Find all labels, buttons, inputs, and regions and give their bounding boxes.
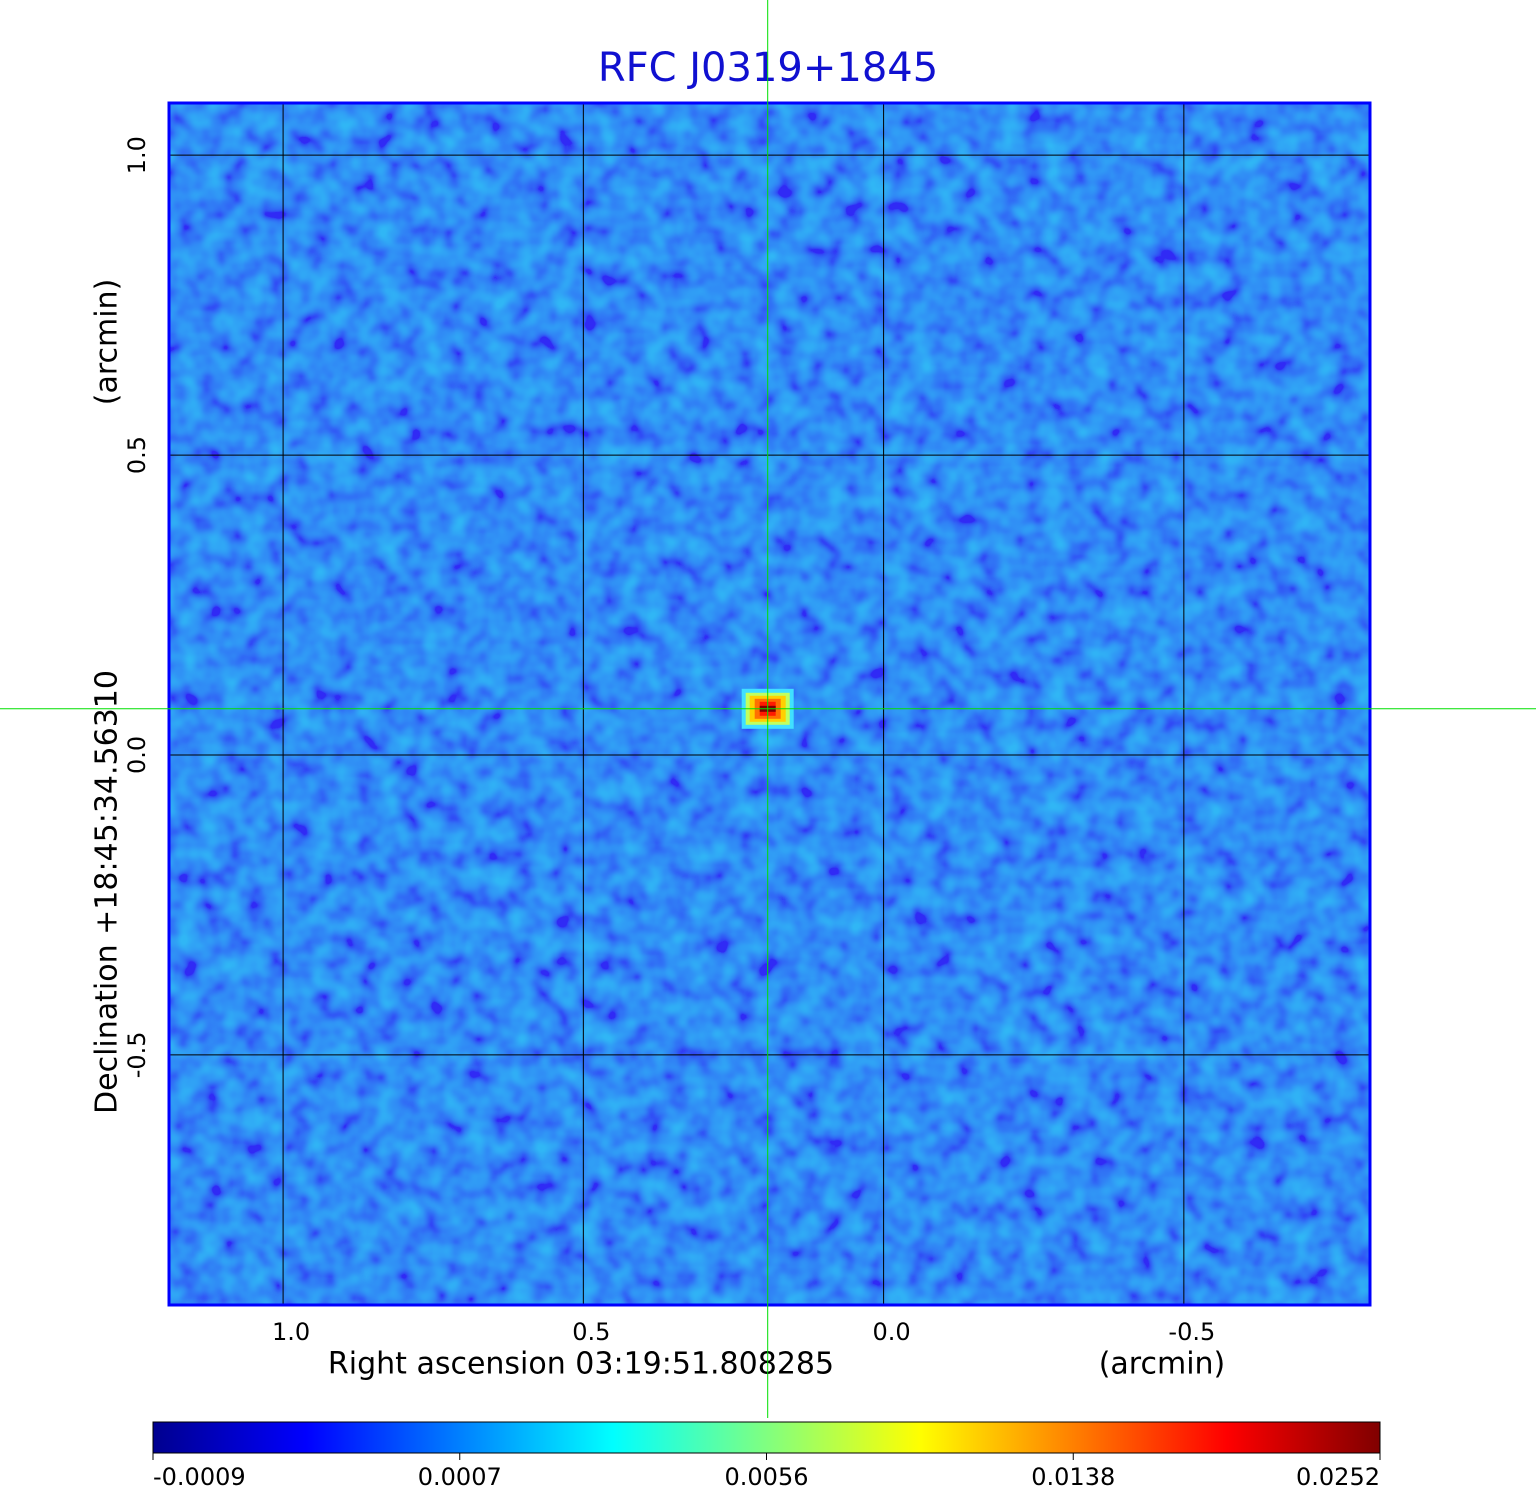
y-tick-label: -0.5 bbox=[123, 1031, 151, 1078]
y-axis-unit: (arcmin) bbox=[90, 279, 125, 406]
colorbar bbox=[152, 1421, 1381, 1454]
colorbar-tick-label: 0.0056 bbox=[725, 1463, 809, 1491]
x-tick-label: -0.5 bbox=[1168, 1318, 1215, 1346]
colorbar-tick-label: 0.0007 bbox=[418, 1463, 502, 1491]
map-frame bbox=[167, 101, 1372, 1307]
x-tick-label: 0.5 bbox=[572, 1318, 610, 1346]
x-tick-label: 0.0 bbox=[873, 1318, 911, 1346]
colorbar-tick-label: -0.0009 bbox=[153, 1463, 246, 1491]
x-axis-label: Right ascension 03:19:51.808285 bbox=[328, 1347, 834, 1382]
x-axis-unit: (arcmin) bbox=[1099, 1347, 1226, 1382]
y-tick-label: 0.0 bbox=[123, 736, 151, 774]
y-tick-label: 0.5 bbox=[123, 436, 151, 474]
y-axis-label: Declination +18:45:34.56310 bbox=[90, 670, 125, 1114]
y-tick-label: 1.0 bbox=[123, 136, 151, 174]
colorbar-tick-label: 0.0252 bbox=[1296, 1463, 1380, 1491]
colorbar-tick-label: 0.0138 bbox=[1031, 1463, 1115, 1491]
x-tick-label: 1.0 bbox=[272, 1318, 310, 1346]
